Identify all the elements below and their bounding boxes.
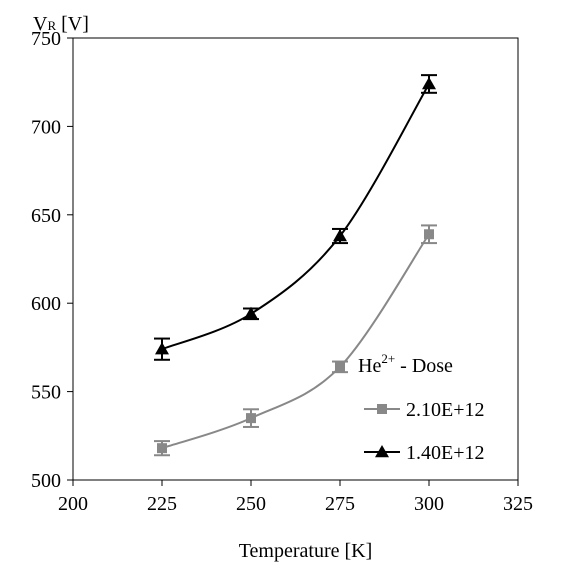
y-axis-title: VR [V] (33, 13, 89, 35)
data-point (424, 229, 434, 240)
x-tick-label: 300 (414, 493, 444, 515)
legend-swatch-marker (377, 404, 387, 414)
y-tick-label: 500 (31, 470, 61, 492)
legend: He2+ - Dose 2.10E+12 1.40E+12 (358, 351, 485, 464)
series-2 (154, 74, 437, 361)
plot-area (154, 74, 437, 457)
data-point (333, 229, 347, 242)
x-tick-label: 275 (325, 493, 355, 515)
x-tick-label: 250 (236, 493, 266, 515)
legend-label: 2.10E+12 (406, 399, 485, 421)
series-line (161, 233, 430, 450)
data-point (246, 413, 256, 424)
y-tick-label: 700 (31, 116, 61, 138)
data-point (422, 76, 436, 90)
legend-item-2: 1.40E+12 (364, 442, 485, 464)
x-tick-label: 225 (147, 493, 177, 515)
series-1 (154, 224, 437, 457)
legend-swatch-marker (375, 445, 389, 458)
axes: 200 225 250 275 300 325 500 550 600 650 700 750 Temp… (31, 13, 533, 562)
data-point (244, 306, 258, 320)
data-point (157, 443, 167, 454)
plot-frame (72, 37, 519, 481)
y-tick-label: 600 (31, 293, 61, 315)
y-tick-label: 550 (31, 382, 61, 404)
legend-label: 1.40E+12 (406, 442, 485, 464)
legend-title: He2+ - Dose (358, 351, 453, 377)
legend-item-1: 2.10E+12 (364, 399, 485, 421)
x-tick-label: 325 (503, 493, 533, 515)
series-line (161, 83, 430, 351)
data-point (155, 342, 169, 355)
y-tick-label: 650 (31, 205, 61, 227)
y-tick-label: 750 (31, 28, 61, 50)
data-point (335, 361, 345, 372)
x-tick-label: 200 (58, 493, 88, 515)
x-axis-title: Temperature [K] (239, 540, 373, 562)
